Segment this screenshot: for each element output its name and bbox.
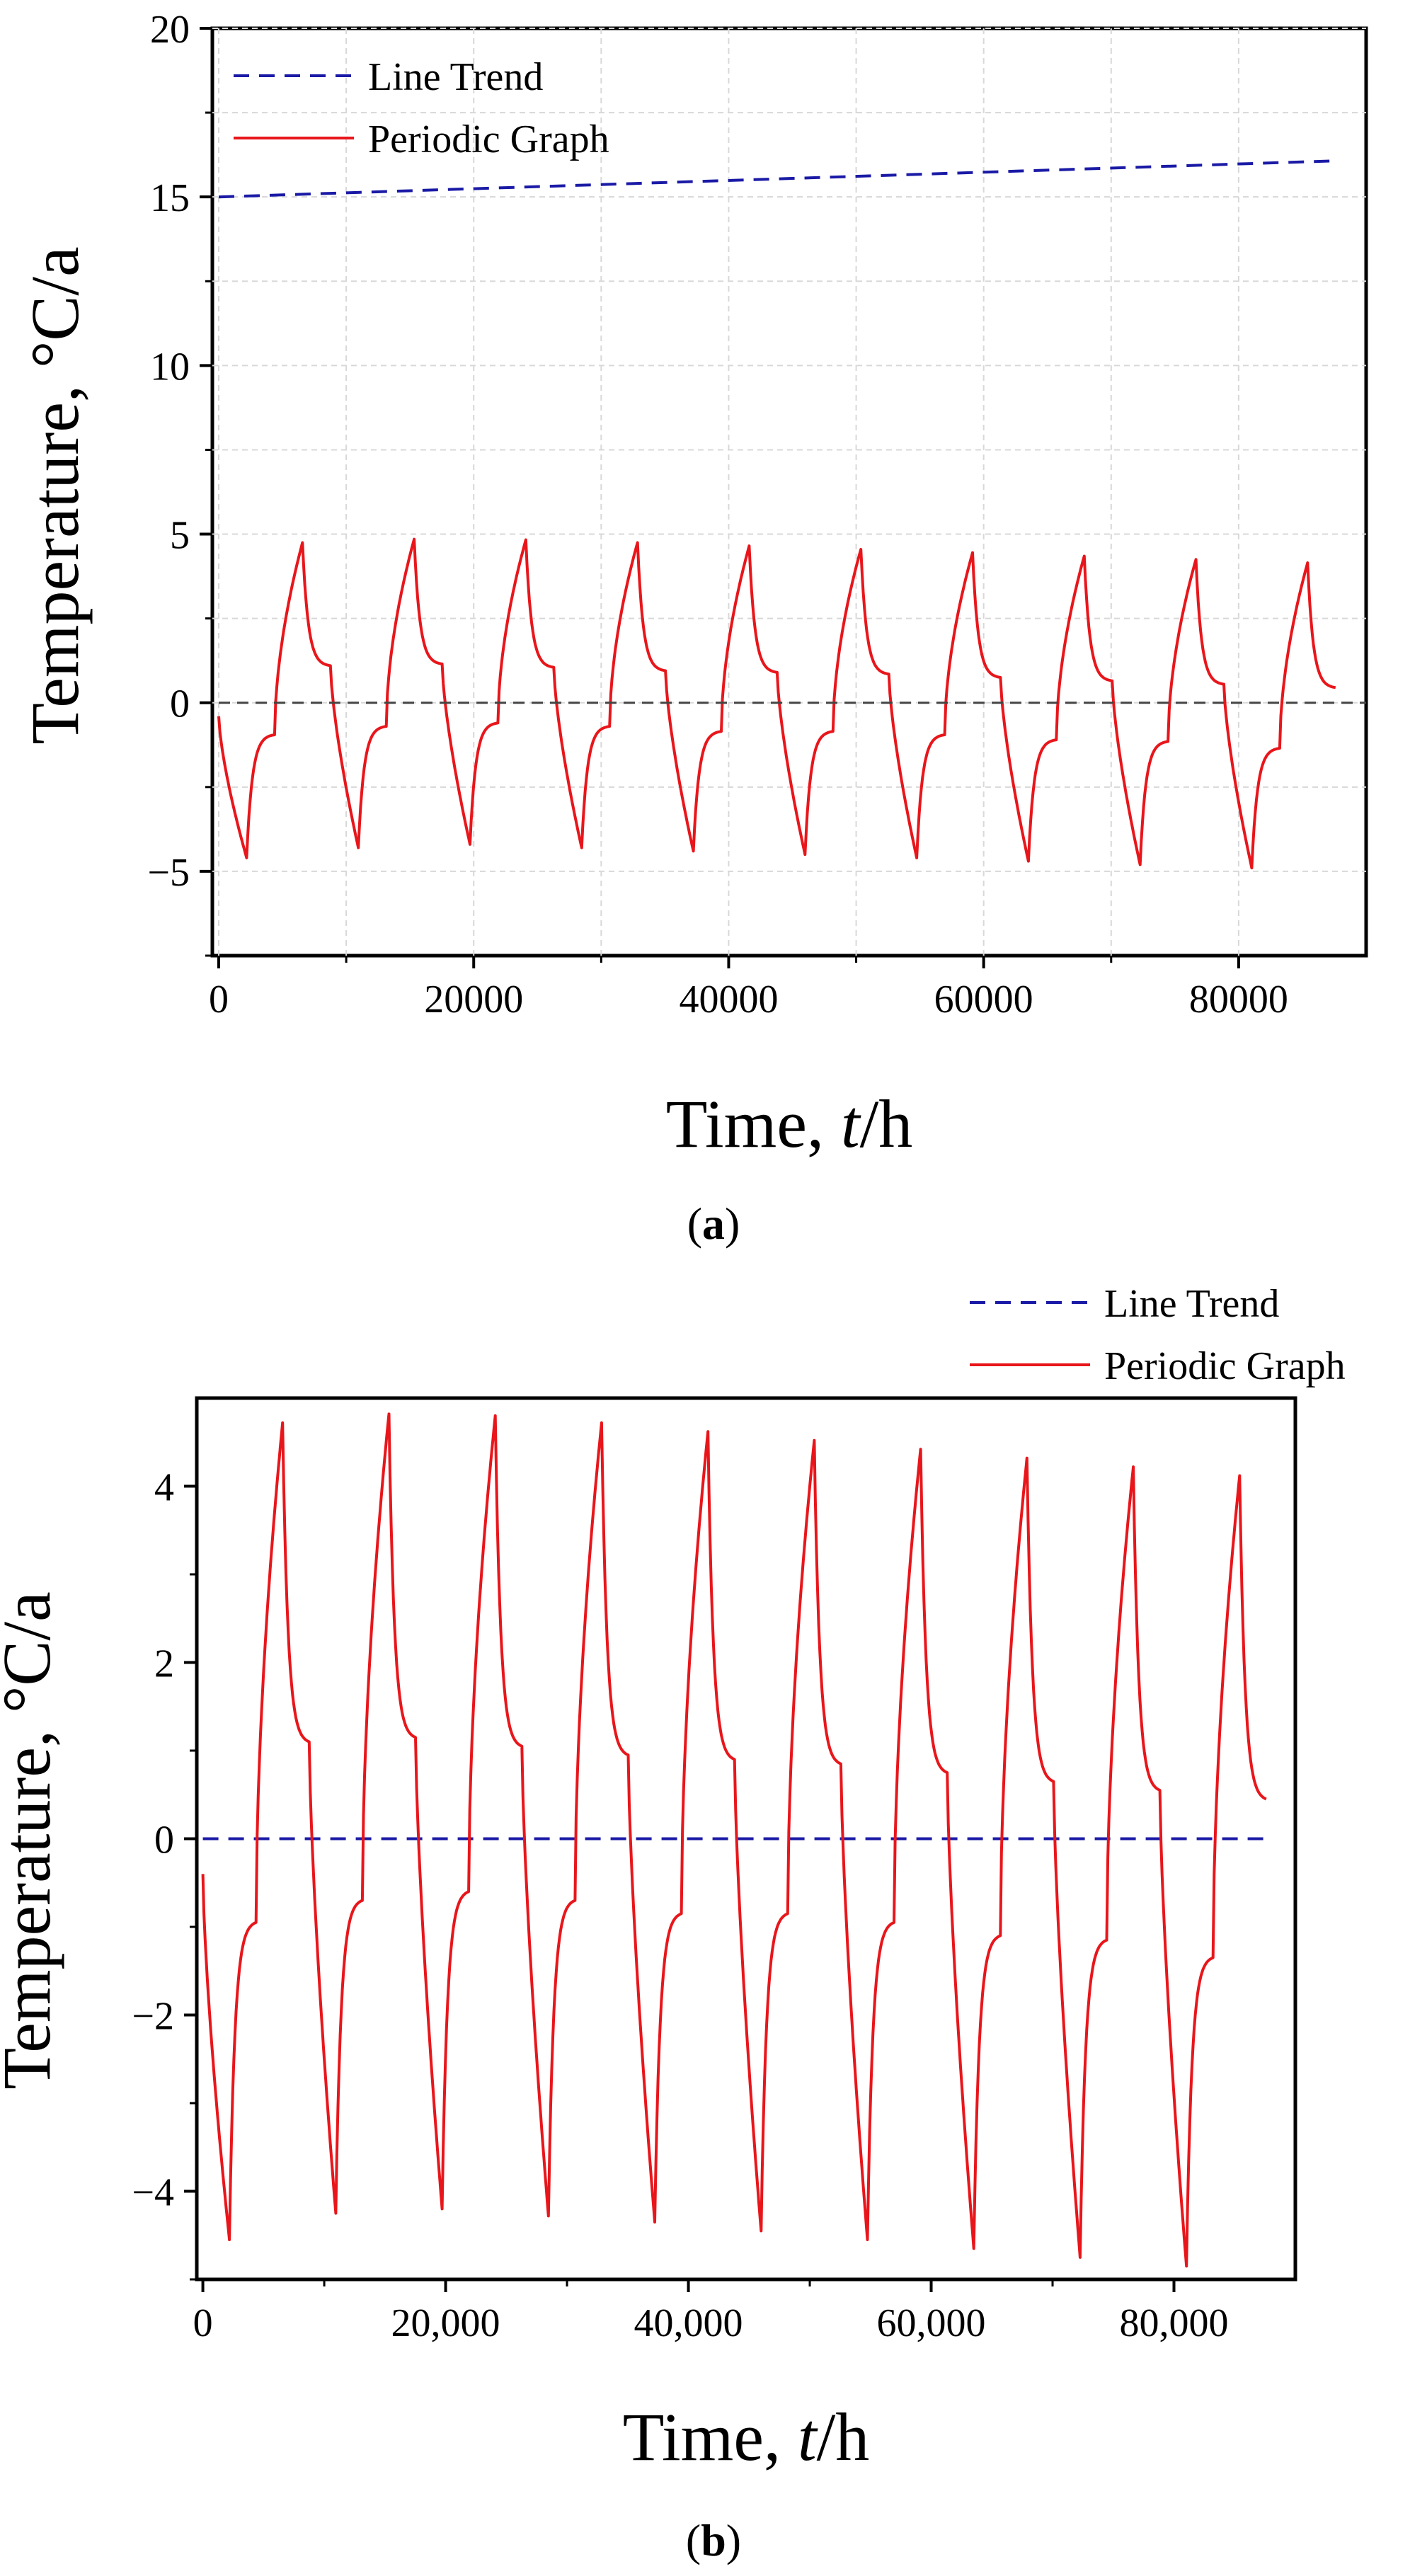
series-periodic-graph (217, 537, 1336, 870)
legend-a: Line Trend Periodic Graph (234, 55, 609, 161)
x-tick-label: 20,000 (391, 2301, 500, 2345)
x-tick-label: 40000 (679, 978, 778, 1021)
chart-panel-a: −5 0 5 10 15 20 0 20000 40000 60000 80000 Line Tre… (17, 8, 1368, 1249)
y-axis-label-b: Temperature, °C/a (0, 1591, 64, 2089)
series-periodic-graph (201, 1412, 1267, 2268)
x-tick-label: 60000 (934, 978, 1033, 1021)
legend-b: Line Trend Periodic Graph (970, 1282, 1346, 1388)
legend-label-line-trend: Line Trend (1104, 1282, 1279, 1326)
x-axis-label-b: Time, t/h (623, 2399, 870, 2475)
x-tick-label: 20000 (424, 978, 523, 1021)
ticks-b: −4 −2 0 2 4 0 20,000 40,000 60,000 80,000 (132, 1466, 1228, 2346)
y-tick-label: 20 (150, 8, 190, 52)
y-tick-label: 0 (170, 682, 190, 726)
x-axis-label-a: Time, t/h (666, 1086, 913, 1162)
y-tick-label: 10 (150, 345, 190, 389)
legend-label-line-trend: Line Trend (368, 55, 543, 99)
y-tick-label: 4 (154, 1466, 174, 1510)
y-tick-label: 15 (150, 176, 190, 220)
lines-b (201, 1412, 1267, 2268)
y-tick-label: −2 (132, 1995, 174, 2039)
series-line-trend (218, 159, 1336, 199)
y-axis-label-a: Temperature, °C/a (17, 246, 93, 744)
y-tick-label: 0 (154, 1819, 174, 1862)
legend-label-periodic-graph: Periodic Graph (1104, 1344, 1346, 1388)
plot-frame-a (210, 26, 1368, 958)
y-tick-label: −4 (132, 2171, 174, 2215)
chart-panel-b: −4 −2 0 2 4 0 20,000 40,000 60,000 80,000 Line Tr… (0, 1282, 1346, 2565)
x-tick-label: 80000 (1189, 978, 1288, 1021)
x-tick-label: 40,000 (634, 2301, 743, 2345)
ticks-a: −5 0 5 10 15 20 0 20000 40000 60000 80000 (147, 8, 1288, 1021)
grid-a (212, 28, 1366, 956)
caption-b: (b) (686, 2515, 741, 2565)
caption-a: (a) (687, 1198, 740, 1249)
y-tick-label: −5 (147, 851, 190, 895)
x-tick-label: 80,000 (1120, 2301, 1229, 2345)
x-tick-label: 0 (209, 978, 229, 1021)
y-tick-label: 2 (154, 1642, 174, 1686)
y-tick-label: 5 (170, 514, 190, 558)
legend-label-periodic-graph: Periodic Graph (368, 118, 609, 161)
x-tick-label: 60,000 (877, 2301, 986, 2345)
x-tick-label: 0 (193, 2301, 213, 2345)
lines-a (217, 159, 1366, 870)
